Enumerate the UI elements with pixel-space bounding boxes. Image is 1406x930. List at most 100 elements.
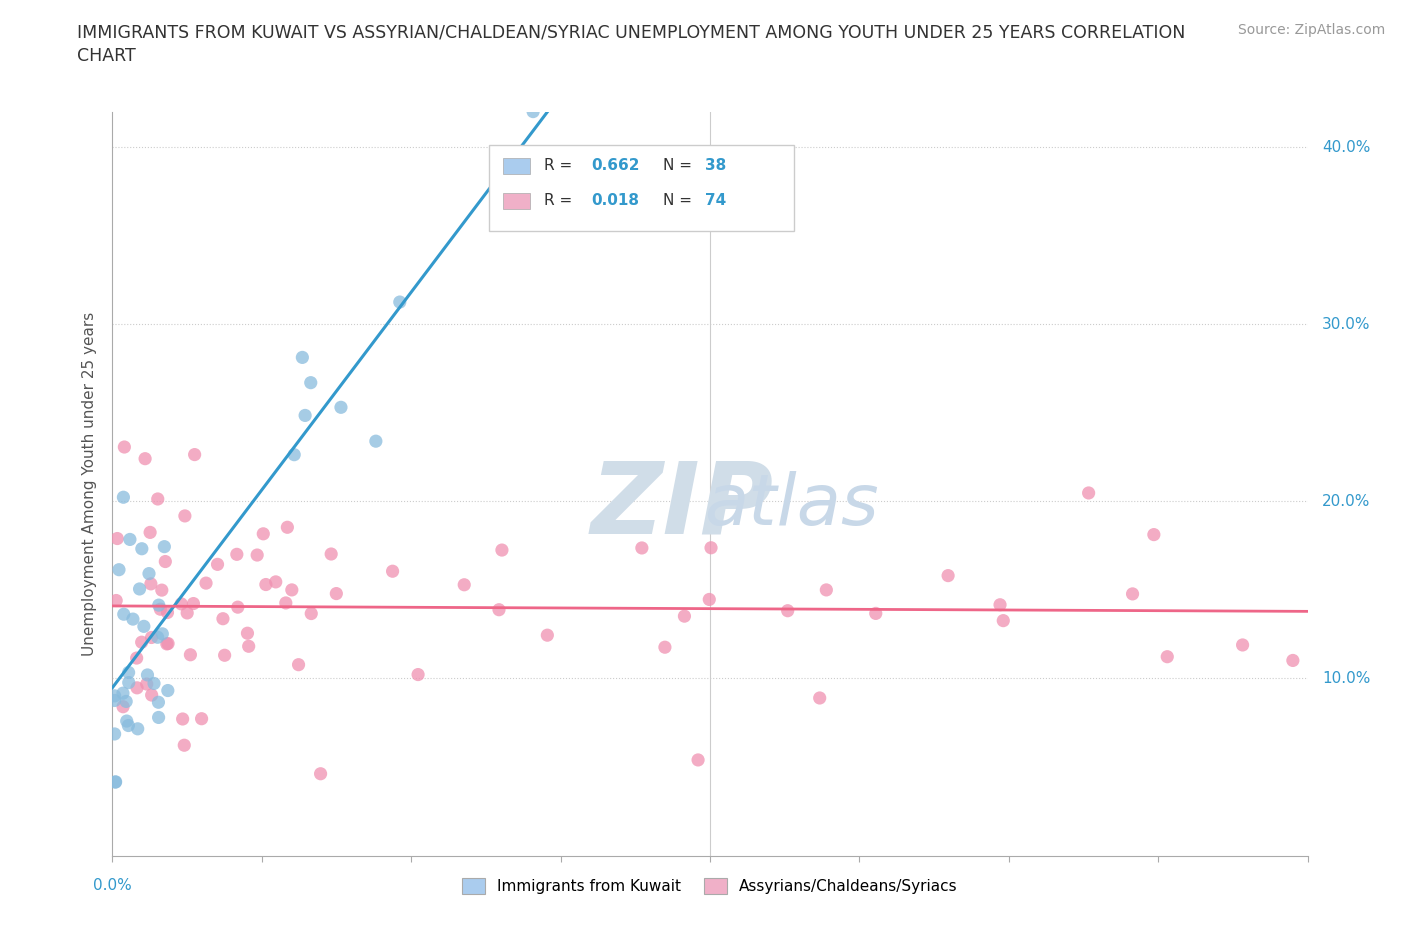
Point (406, 667, 429, 682)
Point (173, 509, 195, 524)
Point (138, 566, 160, 581)
Point (522, 104, 544, 119)
Point (1077, 485, 1099, 500)
Point (105, 593, 128, 608)
FancyBboxPatch shape (503, 158, 530, 174)
Point (172, 711, 194, 726)
Point (141, 687, 163, 702)
Point (143, 676, 166, 691)
Text: R =: R = (544, 158, 576, 173)
Point (115, 713, 138, 728)
Text: 74: 74 (706, 193, 727, 208)
Point (1232, 638, 1254, 653)
Text: N =: N = (664, 193, 697, 208)
Point (148, 710, 170, 724)
Point (150, 583, 173, 598)
Point (225, 547, 247, 562)
Point (226, 600, 249, 615)
Point (453, 578, 475, 592)
Text: 30.0%: 30.0% (1322, 317, 1371, 332)
Text: 20.0%: 20.0% (1322, 494, 1371, 509)
Point (148, 695, 170, 710)
Text: atlas: atlas (704, 472, 879, 540)
Point (105, 531, 128, 546)
Point (104, 688, 127, 703)
Text: 38: 38 (706, 158, 727, 173)
Point (291, 350, 314, 365)
Point (150, 627, 173, 642)
Point (1143, 527, 1166, 542)
Point (325, 586, 347, 601)
Point (112, 440, 135, 455)
Point (112, 699, 135, 714)
Point (183, 596, 205, 611)
Point (104, 775, 127, 790)
Point (156, 605, 179, 620)
Point (155, 554, 177, 569)
Point (988, 597, 1011, 612)
Text: Source: ZipAtlas.com: Source: ZipAtlas.com (1237, 23, 1385, 37)
Point (183, 447, 205, 462)
Point (148, 598, 170, 613)
Point (134, 451, 156, 466)
Point (156, 636, 179, 651)
Point (808, 691, 831, 706)
Point (190, 711, 212, 726)
Point (654, 640, 676, 655)
Text: R =: R = (544, 193, 576, 208)
Point (936, 568, 959, 583)
Point (125, 651, 148, 666)
Point (118, 675, 141, 690)
Point (125, 681, 148, 696)
Point (254, 578, 277, 592)
Point (139, 577, 162, 591)
Point (157, 636, 180, 651)
Point (688, 752, 710, 767)
Point (276, 520, 298, 535)
Point (170, 596, 193, 611)
Point (246, 548, 269, 563)
Point (122, 612, 145, 627)
Point (104, 693, 127, 708)
Point (156, 684, 179, 698)
Text: 0.662: 0.662 (592, 158, 640, 173)
Point (294, 408, 316, 423)
Point (274, 595, 297, 610)
Point (135, 677, 157, 692)
Point (131, 635, 153, 650)
Point (176, 605, 198, 620)
Point (309, 766, 332, 781)
Point (238, 639, 260, 654)
Point (299, 606, 322, 621)
Point (118, 532, 141, 547)
Legend: Immigrants from Kuwait, Assyrians/Chaldeans/Syriacs: Immigrants from Kuwait, Assyrians/Chalde… (456, 871, 965, 900)
Point (673, 609, 696, 624)
Point (697, 592, 720, 607)
Point (115, 694, 138, 709)
Point (631, 540, 654, 555)
Point (131, 541, 153, 556)
Point (252, 526, 274, 541)
Point (104, 726, 127, 741)
Point (117, 718, 139, 733)
Point (212, 611, 235, 626)
Point (111, 685, 134, 700)
Point (117, 665, 139, 680)
Point (283, 447, 305, 462)
Point (1282, 653, 1305, 668)
Text: 40.0%: 40.0% (1322, 140, 1371, 154)
Point (364, 433, 387, 448)
Point (214, 648, 236, 663)
Point (146, 492, 169, 507)
Point (491, 542, 513, 557)
Point (127, 722, 149, 737)
Point (865, 606, 887, 621)
Point (1122, 587, 1144, 602)
Point (993, 613, 1015, 628)
Point (776, 604, 799, 618)
Point (815, 582, 838, 597)
Point (149, 602, 172, 617)
Point (141, 630, 163, 644)
Point (488, 603, 510, 618)
FancyBboxPatch shape (489, 145, 794, 231)
